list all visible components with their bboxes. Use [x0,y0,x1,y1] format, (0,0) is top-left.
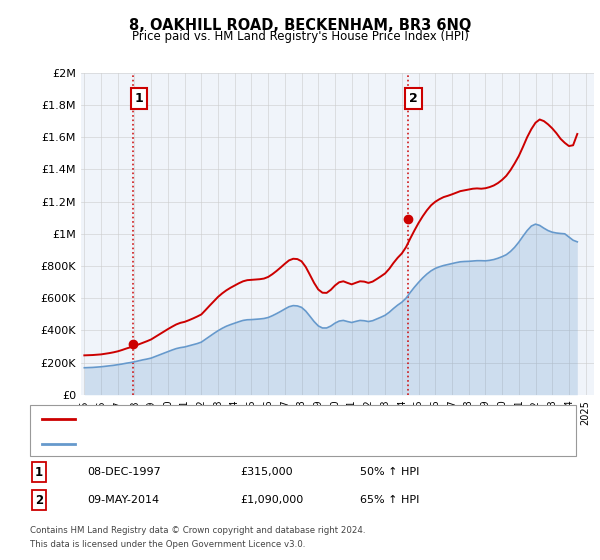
Text: 8, OAKHILL ROAD, BECKENHAM, BR3 6NQ: 8, OAKHILL ROAD, BECKENHAM, BR3 6NQ [129,18,471,33]
Text: 1: 1 [135,92,143,105]
Text: 09-MAY-2014: 09-MAY-2014 [87,495,159,505]
Text: 08-DEC-1997: 08-DEC-1997 [87,467,161,477]
Text: 1: 1 [35,465,43,479]
Text: £1,090,000: £1,090,000 [240,495,303,505]
Text: Contains HM Land Registry data © Crown copyright and database right 2024.: Contains HM Land Registry data © Crown c… [30,526,365,535]
Text: 65% ↑ HPI: 65% ↑ HPI [360,495,419,505]
Text: This data is licensed under the Open Government Licence v3.0.: This data is licensed under the Open Gov… [30,540,305,549]
Text: 2: 2 [35,493,43,507]
Text: HPI: Average price, detached house, Bromley: HPI: Average price, detached house, Brom… [84,439,332,449]
Text: 50% ↑ HPI: 50% ↑ HPI [360,467,419,477]
Text: 2: 2 [409,92,418,105]
Text: 8, OAKHILL ROAD, BECKENHAM, BR3 6NQ (detached house): 8, OAKHILL ROAD, BECKENHAM, BR3 6NQ (det… [84,414,412,424]
Text: £315,000: £315,000 [240,467,293,477]
Text: Price paid vs. HM Land Registry's House Price Index (HPI): Price paid vs. HM Land Registry's House … [131,30,469,43]
